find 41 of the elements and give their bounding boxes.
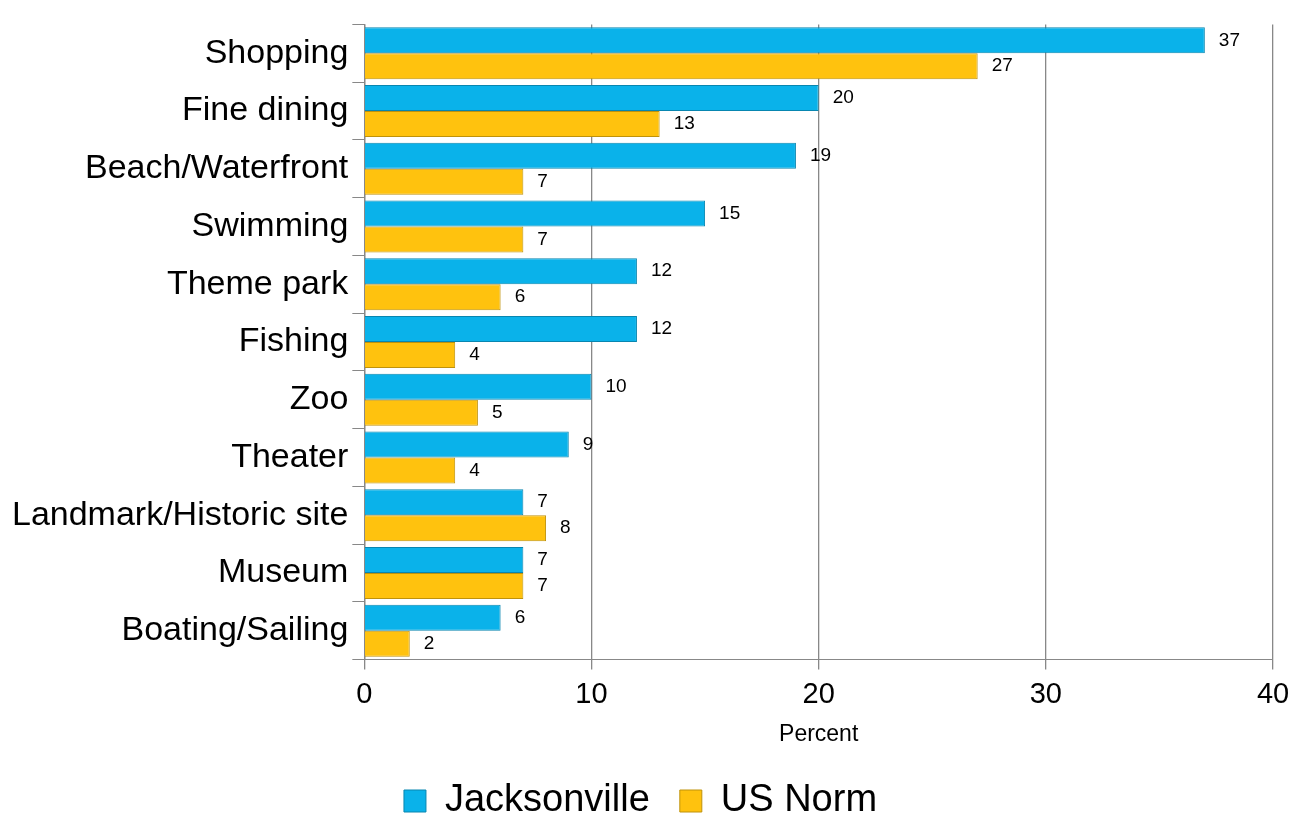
data-label: 20: [832, 86, 854, 108]
data-label: 7: [537, 490, 548, 512]
data-label: 8: [560, 516, 571, 538]
data-label: 19: [809, 144, 832, 166]
y-tick-label: Fishing: [238, 320, 349, 359]
data-label: 10: [605, 374, 627, 396]
x-tick-label: 40: [1256, 677, 1290, 709]
data-label: 7: [537, 169, 548, 191]
data-label: 4: [469, 343, 481, 365]
data-label: 37: [1218, 28, 1240, 50]
y-tick-label: Theater: [231, 435, 349, 474]
data-label: 27: [991, 54, 1013, 76]
y-tick-label: Theme park: [166, 262, 350, 301]
data-label: 12: [650, 259, 673, 281]
y-tick-label: Zoo: [289, 378, 349, 417]
x-axis-title: Percent: [779, 719, 859, 746]
data-label: 6: [514, 605, 526, 627]
data-label: 12: [650, 317, 673, 339]
data-label: 7: [537, 574, 548, 596]
y-tick-label: Shopping: [204, 31, 349, 70]
y-tick-label: Museum: [217, 551, 349, 590]
x-tick-label: 10: [575, 677, 608, 709]
data-label: 7: [537, 227, 548, 249]
data-label: 2: [423, 631, 435, 653]
y-tick-label: Landmark/Historic site: [11, 493, 349, 532]
data-label: 6: [514, 285, 526, 307]
y-tick-label: Boating/Sailing: [121, 609, 349, 648]
y-tick-label: Swimming: [191, 204, 349, 243]
y-tick-label: Fine dining: [181, 89, 349, 128]
data-label: 15: [719, 201, 741, 223]
x-tick-label: 20: [802, 677, 835, 709]
data-label: 9: [582, 432, 594, 454]
data-label: 5: [491, 400, 503, 422]
x-tick-label: 0: [356, 677, 373, 709]
legend-label: US Norm: [720, 777, 878, 820]
data-label: 4: [469, 458, 481, 480]
data-label: 13: [673, 112, 695, 134]
x-tick-label: 30: [1029, 677, 1062, 709]
y-tick-label: Beach/Waterfront: [85, 147, 349, 186]
data-label: 7: [537, 548, 548, 570]
legend-label: Jacksonville: [444, 777, 650, 820]
